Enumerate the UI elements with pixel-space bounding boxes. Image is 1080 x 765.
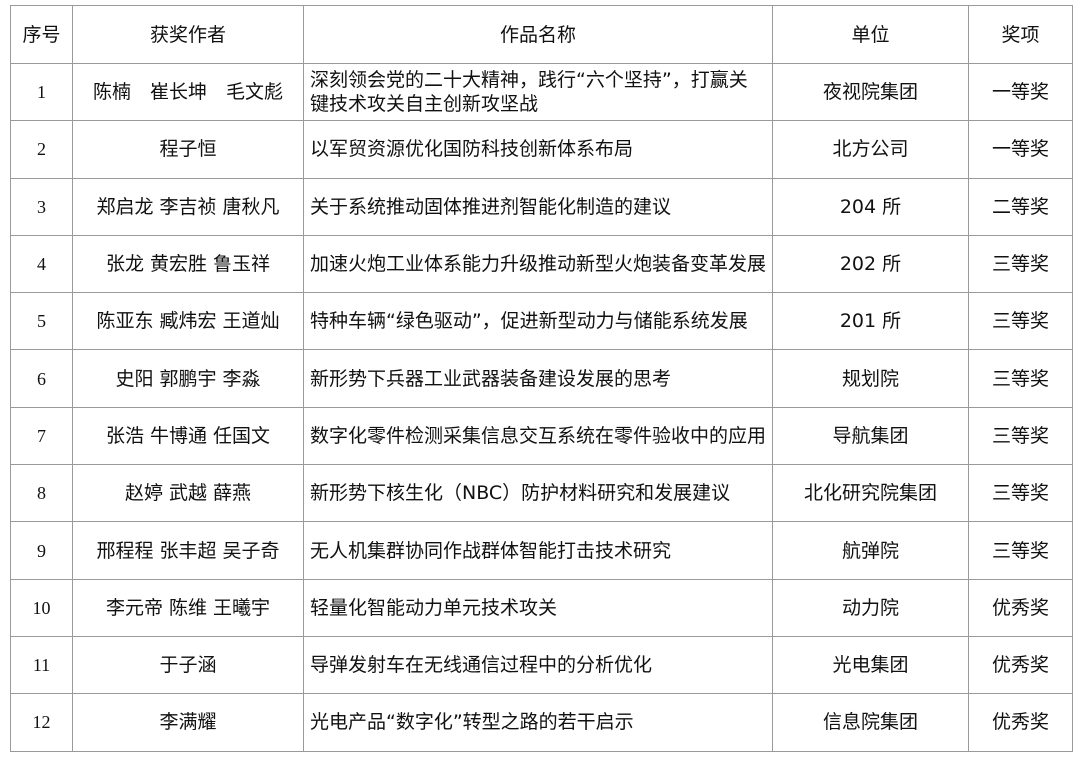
unit-cell: 202 所 xyxy=(772,234,969,294)
title-cell: 以军贸资源优化国防科技创新体系布局 xyxy=(303,120,773,179)
table-row: 3 郑启龙 李吉祯 唐秋凡 关于系统推动固体推进剂智能化制造的建议 204 所二等奖 xyxy=(10,177,1073,236)
row-number: 11 xyxy=(10,635,73,695)
title-cell: 关于系统推动固体推进剂智能化制造的建议 xyxy=(303,177,773,236)
header-title: 作品名称 xyxy=(303,5,773,64)
authors-cell: 李元帝 陈维 王曦宇 xyxy=(72,578,304,637)
unit-cell: 信息院集团 xyxy=(772,693,969,752)
authors-cell: 张龙 黄宏胜 鲁玉祥 xyxy=(72,234,304,294)
authors-cell: 邢程程 张丰超 吴子奇 xyxy=(72,521,304,580)
unit-cell: 北化研究院集团 xyxy=(772,464,969,523)
authors-cell: 史阳 郭鹏宇 李淼 xyxy=(72,349,304,408)
table-row: 1 陈楠 崔长坤 毛文彪 深刻领会党的二十大精神，践行“六个坚持”，打赢关键技术攻关… xyxy=(10,62,1073,122)
title-cell: 深刻领会党的二十大精神，践行“六个坚持”，打赢关键技术攻关自主创新攻坚战 xyxy=(303,62,773,122)
authors-cell: 程子恒 xyxy=(72,120,304,179)
title-cell: 新形势下兵器工业武器装备建设发展的思考 xyxy=(303,349,773,408)
authors-cell: 郑启龙 李吉祯 唐秋凡 xyxy=(72,177,304,236)
row-number: 8 xyxy=(10,464,73,523)
title-cell: 光电产品“数字化”转型之路的若干启示 xyxy=(303,693,773,752)
authors-cell: 陈楠 崔长坤 毛文彪 xyxy=(72,62,304,122)
award-cell: 优秀奖 xyxy=(968,693,1073,752)
unit-cell: 规划院 xyxy=(772,349,969,408)
authors-cell: 于子涵 xyxy=(72,635,304,695)
row-number: 5 xyxy=(10,292,73,351)
table-row: 4 张龙 黄宏胜 鲁玉祥 加速火炮工业体系能力升级推动新型火炮装备变革发展 202 所… xyxy=(10,234,1073,294)
table-row: 8 赵婷 武越 薛燕 新形势下核生化（NBC）防护材料研究和发展建议 北化研究院集团三… xyxy=(10,464,1073,523)
row-number: 2 xyxy=(10,120,73,179)
award-cell: 三等奖 xyxy=(968,464,1073,523)
row-number: 1 xyxy=(10,62,73,122)
header-unit: 单位 xyxy=(772,5,969,64)
title-cell: 新形势下核生化（NBC）防护材料研究和发展建议 xyxy=(303,464,773,523)
award-cell: 一等奖 xyxy=(968,62,1073,122)
award-cell: 三等奖 xyxy=(968,521,1073,580)
table-row: 10 李元帝 陈维 王曦宇 轻量化智能动力单元技术攻关 动力院 优秀奖 xyxy=(10,578,1073,637)
award-cell: 三等奖 xyxy=(968,292,1073,351)
table-row: 2 程子恒 以军贸资源优化国防科技创新体系布局 北方公司 一等奖 xyxy=(10,120,1073,179)
row-number: 7 xyxy=(10,406,73,466)
award-cell: 三等奖 xyxy=(968,349,1073,408)
row-number: 3 xyxy=(10,177,73,236)
row-number: 4 xyxy=(10,234,73,294)
award-cell: 二等奖 xyxy=(968,177,1073,236)
award-cell: 三等奖 xyxy=(968,406,1073,466)
table-row: 12 李满耀 光电产品“数字化”转型之路的若干启示 信息院集团 优秀奖 xyxy=(10,693,1073,752)
row-number: 9 xyxy=(10,521,73,580)
award-cell: 优秀奖 xyxy=(968,578,1073,637)
row-number: 6 xyxy=(10,349,73,408)
authors-cell: 赵婷 武越 薛燕 xyxy=(72,464,304,523)
authors-cell: 陈亚东 臧炜宏 王道灿 xyxy=(72,292,304,351)
title-cell: 加速火炮工业体系能力升级推动新型火炮装备变革发展 xyxy=(303,234,773,294)
table-row: 7 张浩 牛博通 任国文 数字化零件检测采集信息交互系统在零件验收中的应用 导航集团三… xyxy=(10,406,1073,466)
header-row: 序号 获奖作者 作品名称 单位 奖项 xyxy=(10,5,1073,64)
table-row: 5 陈亚东 臧炜宏 王道灿 特种车辆“绿色驱动”，促进新型动力与储能系统发展 201 … xyxy=(10,292,1073,351)
title-cell: 无人机集群协同作战群体智能打击技术研究 xyxy=(303,521,773,580)
title-cell: 轻量化智能动力单元技术攻关 xyxy=(303,578,773,637)
header-authors: 获奖作者 xyxy=(72,5,304,64)
title-cell: 导弹发射车在无线通信过程中的分析优化 xyxy=(303,635,773,695)
table-row: 9 邢程程 张丰超 吴子奇 无人机集群协同作战群体智能打击技术研究 航弹院 三等奖 xyxy=(10,521,1073,580)
unit-cell: 夜视院集团 xyxy=(772,62,969,122)
unit-cell: 动力院 xyxy=(772,578,969,637)
unit-cell: 204 所 xyxy=(772,177,969,236)
authors-cell: 李满耀 xyxy=(72,693,304,752)
title-cell: 特种车辆“绿色驱动”，促进新型动力与储能系统发展 xyxy=(303,292,773,351)
unit-cell: 导航集团 xyxy=(772,406,969,466)
award-cell: 优秀奖 xyxy=(968,635,1073,695)
row-number: 12 xyxy=(10,693,73,752)
authors-cell: 张浩 牛博通 任国文 xyxy=(72,406,304,466)
unit-cell: 201 所 xyxy=(772,292,969,351)
table-row: 6 史阳 郭鹏宇 李淼 新形势下兵器工业武器装备建设发展的思考 规划院 三等奖 xyxy=(10,349,1073,408)
award-cell: 三等奖 xyxy=(968,234,1073,294)
unit-cell: 北方公司 xyxy=(772,120,969,179)
award-cell: 一等奖 xyxy=(968,120,1073,179)
header-award: 奖项 xyxy=(968,5,1073,64)
unit-cell: 航弹院 xyxy=(772,521,969,580)
row-number: 10 xyxy=(10,578,73,637)
title-cell: 数字化零件检测采集信息交互系统在零件验收中的应用 xyxy=(303,406,773,466)
table-row: 11 于子涵 导弹发射车在无线通信过程中的分析优化 光电集团 优秀奖 xyxy=(10,635,1073,695)
header-no: 序号 xyxy=(10,5,73,64)
unit-cell: 光电集团 xyxy=(772,635,969,695)
awards-table: 序号 获奖作者 作品名称 单位 奖项 1 陈楠 崔长坤 毛文彪 深刻领会党的二十大精… xyxy=(10,5,1073,752)
